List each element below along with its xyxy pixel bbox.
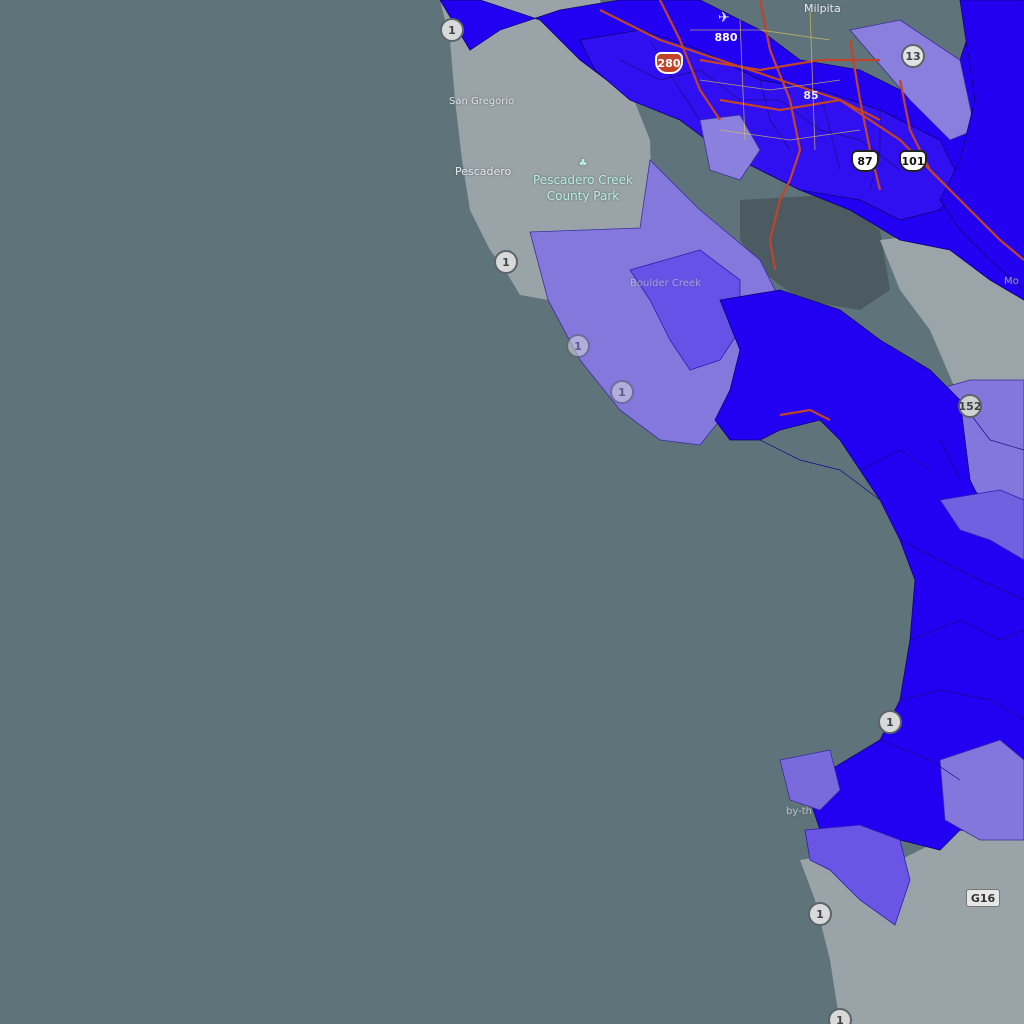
tract-aptos-mid[interactable] [939, 489, 1024, 561]
route-1-shield: 1 [610, 380, 634, 404]
label-pescadero: Pescadero [455, 165, 512, 178]
route-152-shield: 152 [958, 394, 982, 418]
route-13-shield: 13 [901, 44, 925, 68]
tract-east-foothills-high[interactable] [939, 0, 1024, 291]
route-280-shield: 280 [655, 52, 683, 74]
route-1-shield: 1 [440, 18, 464, 42]
label-milpitas: Milpita [804, 2, 841, 15]
land-hills-dark [740, 195, 890, 310]
minor-roads [690, 9, 861, 151]
us-101-shield: 101 [899, 150, 927, 172]
label-san-gregorio: San Gregorio [449, 96, 515, 107]
route-87-shield: 87 [851, 150, 879, 172]
road-network [599, 0, 1024, 421]
route-1-shield: 1 [566, 334, 590, 358]
park-icon: ♣ [578, 158, 588, 169]
tract-watsonville-low[interactable] [939, 739, 1024, 841]
airport-icon: ✈ [718, 10, 730, 26]
tract-moss-landing-low[interactable] [779, 749, 841, 811]
tract-silicon-valley-high[interactable] [579, 29, 961, 221]
label-boulder-creek: Boulder Creek [630, 278, 701, 289]
route-1-shield: 1 [494, 250, 518, 274]
route-1-shield: 1 [808, 902, 832, 926]
label-by-the-sea: by-th [786, 806, 812, 817]
route-1-shield: 1 [878, 710, 902, 734]
park-name-line1: Pescadero Creek [533, 173, 633, 187]
route-1-shield: 1 [828, 1008, 852, 1024]
tract-ben-lomond-mid[interactable] [629, 249, 741, 371]
label-pescadero-creek-park: ♣ Pescadero Creek County Park [530, 156, 636, 204]
park-name-line2: County Park [546, 189, 620, 203]
route-880-shield: 880 [714, 30, 738, 44]
label-morgan-hill: Mo [1004, 276, 1019, 287]
route-85-shield: 85 [803, 88, 819, 102]
county-g16-shield: G16 [966, 889, 1000, 907]
land-san-mateo-coast [440, 0, 652, 300]
tract-prunedale-mid[interactable] [804, 824, 911, 926]
